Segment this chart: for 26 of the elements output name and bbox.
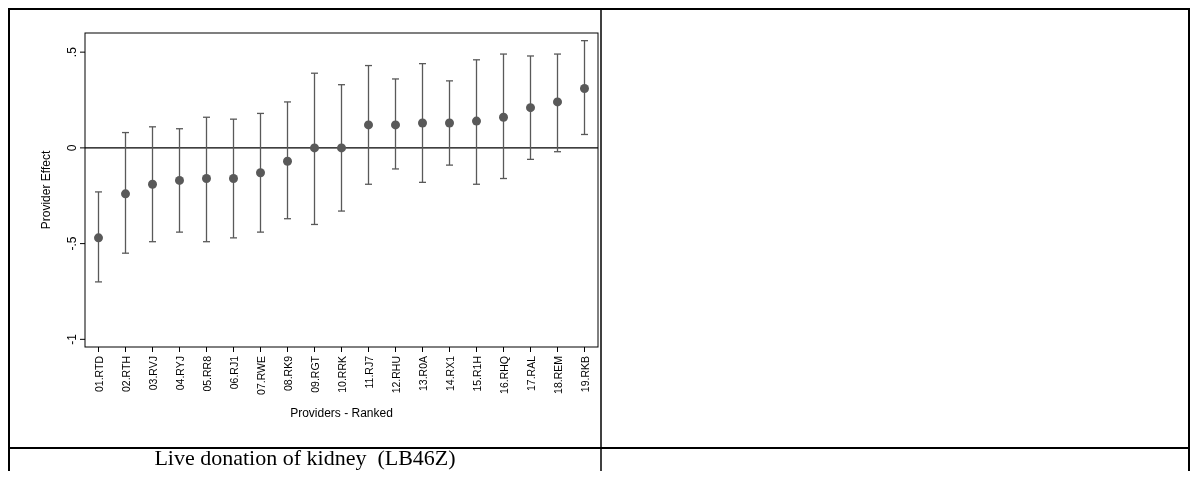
x-tick-label: 18.REM	[551, 356, 564, 394]
y-axis-title: Provider Effect	[39, 150, 53, 230]
x-tick-label: 14.RX1	[443, 355, 456, 392]
x-tick-label: 12.RHU	[389, 356, 402, 394]
x-tick-label: 13.R0A	[416, 356, 429, 392]
x-tick-label: 19.RKB	[578, 356, 591, 393]
y-tick-label: 0	[65, 144, 79, 152]
x-tick-label: 03.RVJ	[146, 356, 159, 391]
x-tick-label: 04.RYJ	[173, 356, 186, 391]
x-tick-label: 11.RJ7	[362, 355, 375, 389]
y-tick-label: -1	[65, 333, 79, 345]
x-tick-label: 15.R1H	[470, 356, 483, 392]
x-tick-label: 17.RAL	[524, 355, 537, 392]
y-tick-label: .5	[65, 46, 79, 58]
x-tick-label: 06.RJ1	[227, 355, 240, 390]
x-tick-label: 16.RHQ	[497, 356, 510, 394]
x-tick-label: 01.RTD	[92, 355, 105, 392]
x-tick-label: 08.RK9	[281, 355, 294, 392]
x-tick-label: 10.RRK	[335, 356, 348, 393]
x-tick-label: 07.RWE	[254, 356, 267, 395]
y-tick-label: -.5	[65, 236, 79, 251]
text: Live donation of kidney (LB46Z)	[154, 445, 456, 470]
x-tick-label: 09.RGT	[308, 355, 321, 393]
x-axis-title: Providers - Ranked	[290, 406, 393, 420]
x-tick-label: 02.RTH	[119, 356, 132, 392]
x-tick-label: 05.RR8	[200, 355, 213, 392]
